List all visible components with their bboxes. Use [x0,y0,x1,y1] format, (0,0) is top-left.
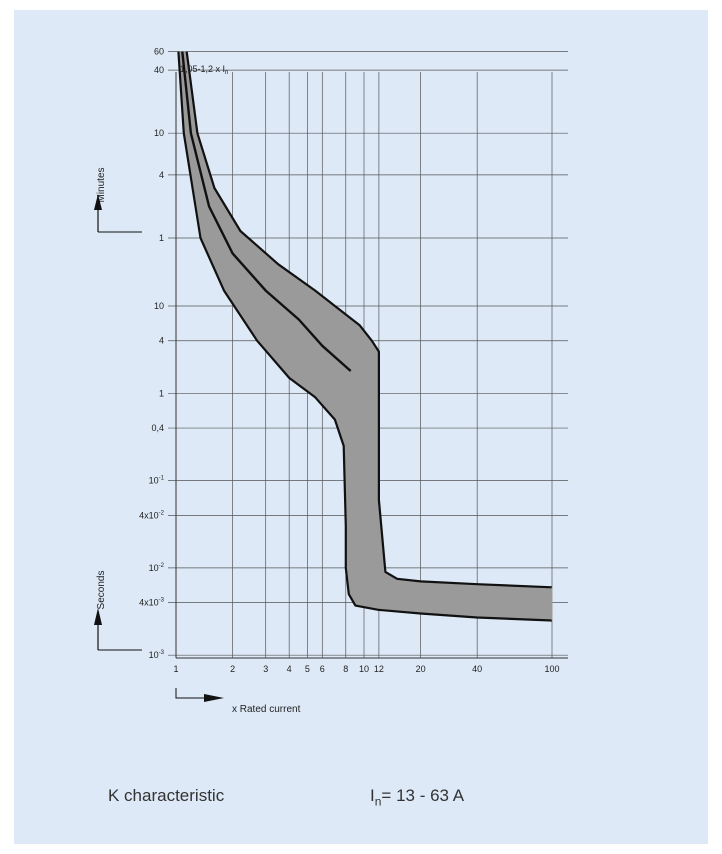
current-subscript: n [374,794,382,809]
y-tick-label: 4 [159,336,164,346]
y-tick-label: 4x10-2 [139,510,165,520]
tick-labels: 1 2 3 4 5 6 8 10 12 20 40 1006040104110410,410-14x1… [139,47,559,674]
x-tick-label: 100 [544,664,559,674]
y-tick-label: 10-3 [149,650,165,660]
minutes-axis-label: Minutes [96,167,107,202]
chart-panel: 1 2 3 4 5 6 8 10 12 20 40 100 60 40 10 4 1 10 4 1 0,4 10-1 4x1… [14,10,708,844]
seconds-axis-label: Seconds [96,571,107,610]
x-tick-label: 5 [305,664,310,674]
x-tick-label: 3 [263,664,268,674]
rated-current-range: In= 13 - 63 A [370,786,464,808]
tolerance-band-fill [178,51,552,621]
x-tick-label: 12 [374,664,384,674]
annotation-label: 1,05-1,2 x In [180,64,228,76]
x-tick-label: 1 [173,664,178,674]
tolerance-band [177,51,553,622]
y-tick-label: 40 [154,65,164,75]
y-tick-label: 10-1 [149,476,165,486]
chart-title: K characteristic [108,786,225,805]
x-tick-label: 40 [472,664,482,674]
x-tick-label: 4 [287,664,292,674]
seconds-axis-arrow-head [94,608,102,625]
y-tick-label: 60 [154,47,164,57]
y-tick-label: 4x10-3 [139,598,165,608]
x-tick-label: 2 [230,664,235,674]
x-tick-label: 20 [416,664,426,674]
trip-curve-chart: 1 2 3 4 5 6 8 10 12 20 40 1006040104110410,410-14x1… [94,47,568,715]
y-tick-label: 4 [159,170,164,180]
mean-curve-line [181,51,352,372]
y-tick-label: 1 [159,388,164,398]
x-tick-label: 10 [359,664,369,674]
upper-limit-line [185,51,553,589]
x-tick-label: 8 [343,664,348,674]
y-tick-label: 1 [159,233,164,243]
x-axis-arrow-head [204,694,224,702]
y-tick-label: 10-2 [149,563,165,573]
y-tick-label: 10 [154,128,164,138]
y-tick-label: 0,4 [151,423,164,433]
y-tick-label: 10 [154,301,164,311]
x-axis-bracket [175,688,204,699]
lower-limit-line [177,51,553,622]
current-symbol: I [370,786,375,805]
minutes-axis-arrow-head [94,194,102,210]
axis-decorations: Minutes Seconds x Rated current 1,05-1,2… [94,64,301,715]
current-range-text: = 13 - 63 A [381,786,465,805]
x-tick-label: 6 [320,664,325,674]
x-axis-label: x Rated current [232,704,301,715]
